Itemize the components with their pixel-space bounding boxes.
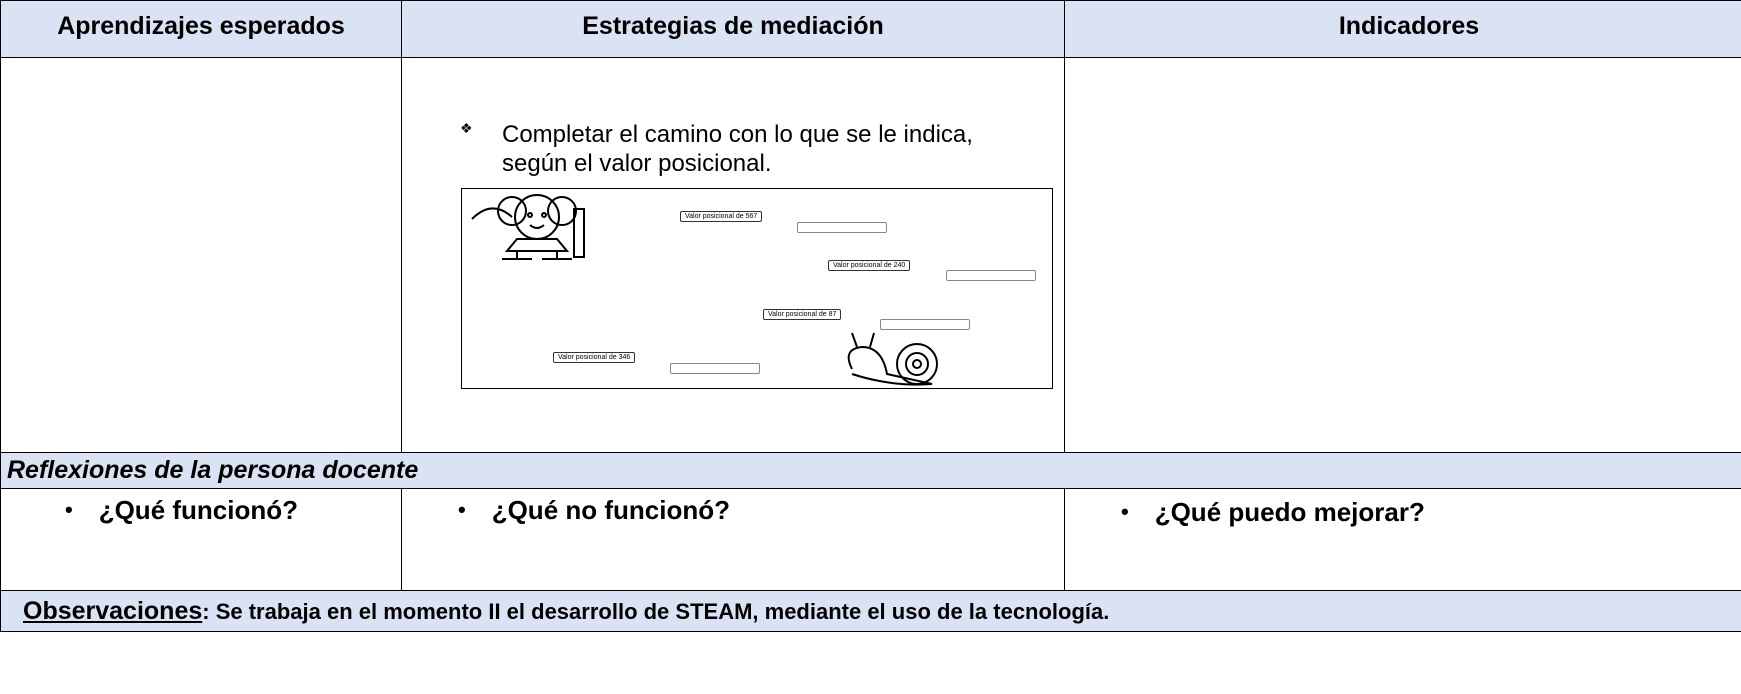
observations-label: Observaciones bbox=[23, 597, 203, 625]
header-cell: Estrategias de mediación bbox=[401, 0, 1065, 58]
observations-text: : Se trabaja en el momento II el desarro… bbox=[202, 599, 1110, 624]
path-label: Valor posicional de 346 bbox=[553, 352, 636, 363]
cell: ¿Qué no funcionó? bbox=[401, 488, 1065, 591]
answer-box bbox=[797, 222, 887, 233]
header-text: Estrategias de mediación bbox=[582, 12, 884, 40]
question: ¿Qué puedo mejorar? bbox=[1121, 497, 1425, 528]
question: ¿Qué no funcionó? bbox=[458, 495, 730, 526]
cell: ¿Qué puedo mejorar? bbox=[1064, 488, 1741, 591]
cell: ❖ Completar el camino con lo que se le i… bbox=[401, 57, 1065, 453]
cell: ¿Qué funcionó? bbox=[0, 488, 402, 591]
section-title: Reflexiones de la persona docente bbox=[7, 456, 419, 484]
girl-drawing bbox=[471, 194, 585, 260]
answer-box bbox=[880, 319, 970, 330]
cell bbox=[0, 57, 402, 453]
bullet-icon: ❖ bbox=[460, 120, 473, 136]
header-text: Aprendizajes esperados bbox=[57, 12, 345, 40]
path-label: Valor posicional de 240 bbox=[828, 260, 911, 271]
path-label: Valor posicional de 567 bbox=[680, 211, 763, 222]
question: ¿Qué funcionó? bbox=[65, 495, 298, 526]
section-row: Reflexiones de la persona docente bbox=[0, 452, 1741, 489]
activity-image: Valor posicional de 567 Valor posicional… bbox=[461, 188, 1053, 389]
header-cell: Indicadores bbox=[1064, 0, 1741, 58]
header-text: Indicadores bbox=[1338, 12, 1480, 40]
path-label: Valor posicional de 87 bbox=[763, 309, 842, 320]
header-cell: Aprendizajes esperados bbox=[0, 0, 402, 58]
answer-box bbox=[670, 363, 760, 374]
bullet-text: Completar el camino con lo que se le ind… bbox=[502, 121, 973, 177]
cell bbox=[1064, 57, 1741, 453]
snail-drawing bbox=[847, 332, 938, 386]
observations-row: Observaciones: Se trabaja en el momento … bbox=[0, 590, 1741, 632]
answer-box bbox=[946, 270, 1036, 281]
